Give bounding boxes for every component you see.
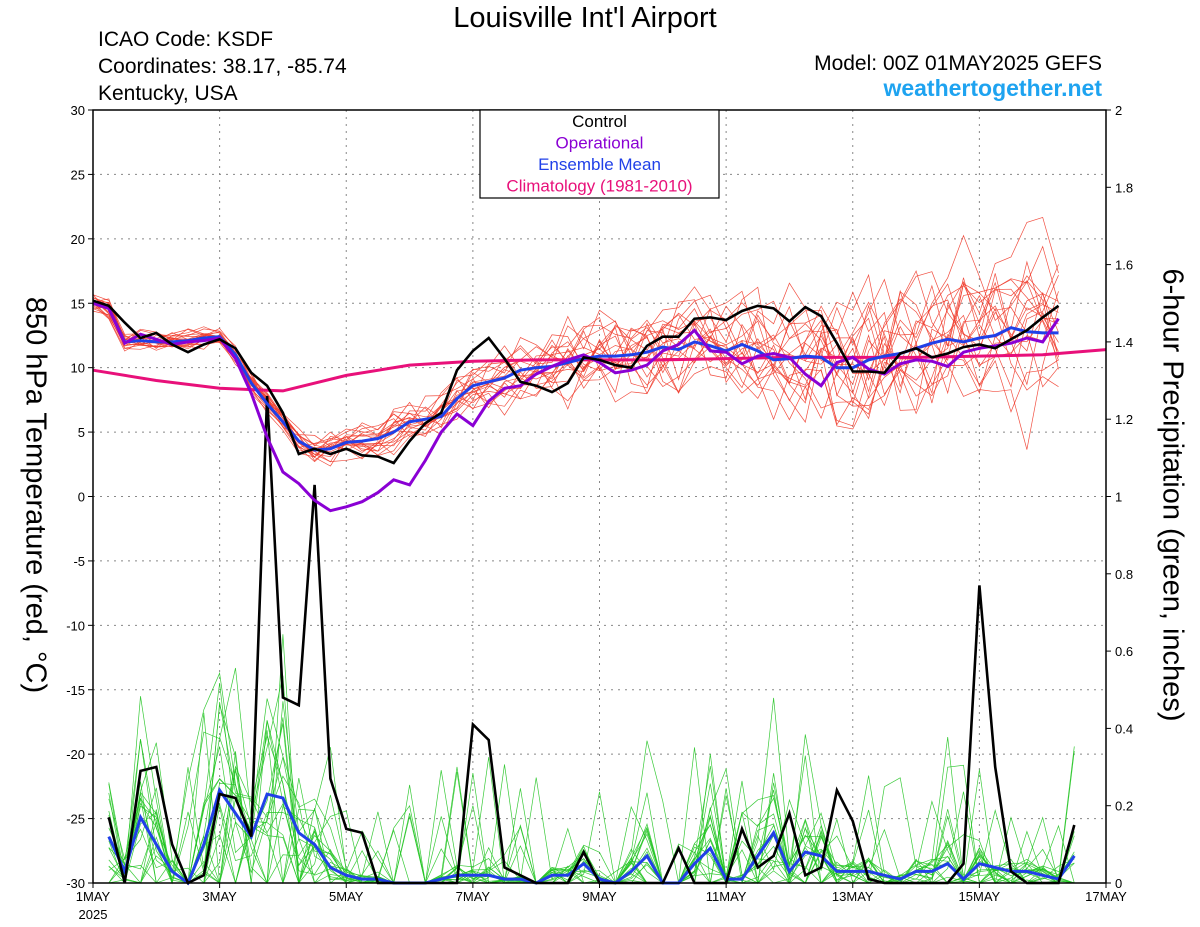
legend-box bbox=[479, 109, 720, 199]
ensemble-temp-member bbox=[92, 298, 1059, 458]
y2-tick-label: 1.8 bbox=[1115, 180, 1133, 195]
legend-entry: Control bbox=[572, 112, 627, 131]
y2-tick-label: 1.4 bbox=[1115, 335, 1133, 350]
ensemble-temp-member bbox=[92, 297, 1059, 452]
x-tick-label: 17MAY bbox=[1085, 889, 1127, 904]
x-tick-label: 3MAY bbox=[202, 889, 237, 904]
y-tick-label: 15 bbox=[71, 296, 85, 311]
y-tick-label: 25 bbox=[71, 167, 85, 182]
y-tick-label: -25 bbox=[66, 812, 85, 827]
ensemble-temp-member bbox=[92, 216, 1059, 447]
y2-tick-label: 0.4 bbox=[1115, 721, 1133, 736]
ensemble-precip-member bbox=[108, 735, 1075, 885]
x-tick-label: 13MAY bbox=[832, 889, 874, 904]
ensemble-temp-member bbox=[92, 294, 1059, 445]
legend-entry: Climatology (1981-2010) bbox=[506, 177, 692, 196]
y-tick-label: -5 bbox=[73, 554, 85, 569]
operational-temp-line bbox=[92, 301, 1060, 513]
ensemble-temperature-members bbox=[92, 216, 1059, 467]
y2-tick-label: 0 bbox=[1115, 876, 1122, 891]
y-tick-label: 20 bbox=[71, 232, 85, 247]
y-tick-label: -20 bbox=[66, 747, 85, 762]
ensemble-mean-temp-line bbox=[92, 300, 1059, 452]
chart-title: Louisville Int'l Airport bbox=[453, 2, 717, 34]
y2-tick-label: 2 bbox=[1115, 103, 1122, 118]
x-tick-label: 15MAY bbox=[959, 889, 1001, 904]
control-temp-line bbox=[92, 299, 1060, 465]
main-series bbox=[92, 299, 1107, 886]
x-tick-label: 1MAY bbox=[76, 889, 111, 904]
legend: Control Operational Ensemble Mean Climatolo… bbox=[479, 109, 720, 199]
y2-tick-label: 1.2 bbox=[1115, 412, 1133, 427]
y-tick-label: -10 bbox=[66, 618, 85, 633]
y2-tick-label: 1 bbox=[1115, 490, 1122, 505]
x-tick-label: 11MAY bbox=[706, 889, 747, 904]
icao-code: ICAO Code: KSDF bbox=[98, 28, 274, 51]
y-tick-label: 10 bbox=[71, 361, 85, 376]
y-tick-label: -30 bbox=[66, 876, 85, 891]
region: Kentucky, USA bbox=[98, 82, 238, 105]
x-tick-label: 9MAY bbox=[582, 889, 617, 904]
legend-entry: Operational bbox=[556, 134, 644, 153]
coordinates: Coordinates: 38.17, -85.74 bbox=[98, 55, 347, 78]
y-tick-label: -15 bbox=[66, 683, 85, 698]
y2-tick-label: 0.6 bbox=[1115, 644, 1133, 659]
y2-tick-label: 0.8 bbox=[1115, 567, 1133, 582]
x-tick-label: 5MAY bbox=[329, 889, 364, 904]
ensemble-temp-member bbox=[92, 234, 1059, 457]
y-tick-label: 5 bbox=[78, 425, 85, 440]
x-tick-sublabel: 2025 bbox=[79, 907, 108, 922]
y2-tick-label: 0.2 bbox=[1115, 799, 1133, 814]
axis-ticks: 302520151050-5-10-15-20-25-3021.81.61.41… bbox=[66, 103, 1133, 922]
y-tick-label: 30 bbox=[71, 103, 85, 118]
legend-entry: Ensemble Mean bbox=[538, 155, 661, 174]
x-tick-label: 7MAY bbox=[456, 889, 491, 904]
y2-tick-label: 1.6 bbox=[1115, 258, 1133, 273]
ensemble-mean-precip-line bbox=[107, 786, 1076, 886]
y-tick-label: 0 bbox=[78, 490, 85, 505]
ensemble-temp-member bbox=[92, 260, 1059, 460]
ensemble-temp-member bbox=[92, 305, 1059, 463]
model-run: Model: 00Z 01MAY2025 GEFS bbox=[814, 52, 1102, 75]
grid-lines bbox=[93, 110, 1106, 883]
website-link[interactable]: weathertogether.net bbox=[883, 75, 1102, 101]
